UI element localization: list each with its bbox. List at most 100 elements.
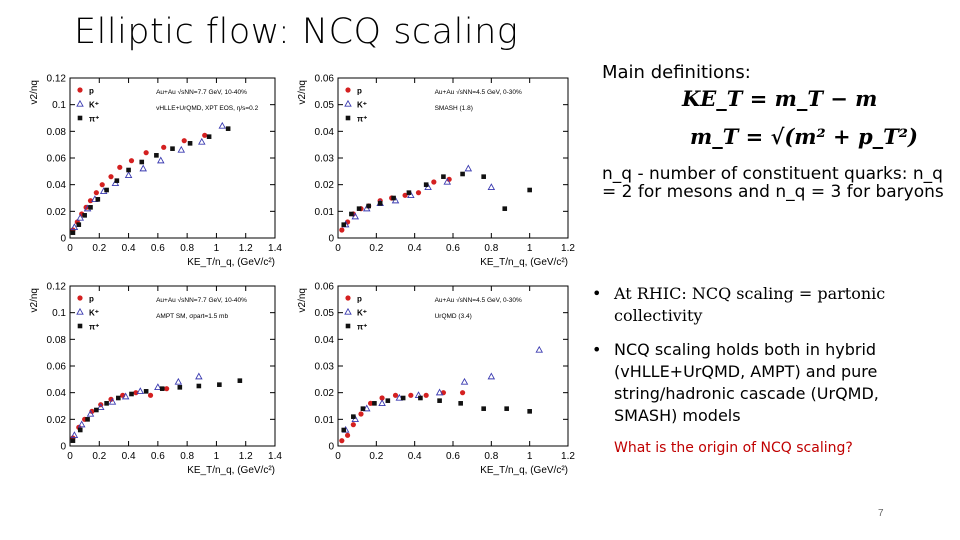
x-tick-label: 0.4 (408, 451, 422, 462)
legend-label: p (357, 295, 362, 304)
data-point-pi (225, 126, 231, 131)
data-point-K (96, 403, 105, 410)
data-point-pi (129, 391, 134, 397)
data-point-pi (356, 206, 362, 211)
data-point-pi (366, 203, 371, 209)
data-point-pi (206, 134, 212, 139)
x-axis-label: KE_T/n_q, (GeV/c²) (480, 257, 568, 268)
data-point-pi (527, 409, 532, 414)
data-point-pi (341, 222, 347, 227)
data-point-pi (237, 378, 243, 383)
legend-marker (345, 87, 351, 93)
data-point-pi (76, 222, 82, 227)
x-tick-label: 0.6 (151, 451, 165, 462)
x-tick-label: 1 (214, 243, 220, 254)
chart-panel-3: 0 0.2 0.4 0.6 0.8 1 1.2 1.4 0 0.02 0.04 0.06 0.08 0.1… (28, 280, 283, 480)
chart-ampt: 0 0.2 0.4 0.6 0.8 1 1.2 1.4 0 0.02 0.04 0.06 0.08 0.1… (29, 282, 282, 477)
x-tick-label: 0.8 (484, 451, 498, 462)
y-tick-label: 0.01 (315, 415, 335, 426)
x-tick-label: 0.8 (484, 243, 498, 254)
x-tick-label: 0.4 (122, 243, 136, 254)
legend-label: p (89, 295, 94, 304)
y-tick-label: 0.03 (315, 154, 335, 165)
data-point-K (124, 171, 133, 178)
bullet-marker: • (592, 284, 602, 303)
x-tick-label: 0.6 (151, 243, 165, 254)
legend-label: π⁺ (357, 323, 367, 332)
y-tick-label: 0.1 (52, 308, 66, 319)
y-tick-label: 0.05 (315, 100, 335, 111)
data-point-pi (377, 201, 383, 206)
x-tick-label: 1 (527, 451, 533, 462)
data-point-p (379, 395, 385, 401)
data-point-pi (116, 395, 121, 401)
y-tick-label: 0.06 (315, 74, 335, 85)
data-point-pi (77, 427, 83, 433)
data-point-K (77, 420, 86, 428)
data-point-pi (406, 190, 412, 195)
y-tick-label: 0.08 (47, 127, 67, 138)
data-point-pi (94, 407, 99, 413)
legend-marker (76, 307, 84, 315)
data-point-K (108, 397, 117, 405)
data-point-p (431, 179, 437, 185)
data-point-pi (504, 406, 509, 411)
data-point-pi (502, 206, 508, 211)
equation-mt: m_T = √(m² + p_T²) (690, 124, 918, 149)
x-tick-label: 0.4 (408, 243, 422, 254)
chart-smash: 0 0.2 0.4 0.6 0.8 1 1.2 0 0.01 0.02 0.03 0.04 0.05 0.… (297, 74, 575, 269)
data-point-K (70, 431, 79, 438)
y-tick-label: 0 (60, 234, 66, 245)
x-tick-label: 0.2 (369, 451, 383, 462)
chart-annotation: Au+Au √sNN=4.5 GeV, 0-30% (435, 88, 522, 96)
plot-frame (337, 77, 569, 239)
data-point-pi (400, 395, 406, 401)
y-tick-label: 0.06 (315, 282, 335, 293)
data-point-pi (481, 174, 486, 179)
chart-annotation: SMASH (1.8) (435, 105, 473, 112)
x-tick-label: 0.2 (92, 243, 106, 254)
y-tick-label: 0.06 (47, 362, 67, 373)
data-point-pi (95, 197, 101, 202)
data-point-K (435, 388, 444, 396)
data-point-pi (159, 386, 165, 391)
x-tick-label: 0.2 (92, 451, 106, 462)
x-axis-label: KE_T/n_q, (GeV/c²) (187, 465, 275, 476)
x-tick-label: 0 (67, 451, 73, 462)
legend-label: K⁺ (357, 309, 367, 318)
question-text: What is the origin of NCQ scaling? (614, 440, 853, 456)
data-point-p (339, 227, 345, 233)
x-axis-label: KE_T/n_q, (GeV/c²) (187, 257, 275, 268)
x-tick-label: 0.6 (446, 243, 460, 254)
data-point-pi (70, 438, 76, 443)
x-tick-label: 1 (214, 451, 220, 462)
data-point-K (86, 409, 95, 417)
data-point-p (408, 392, 414, 398)
x-tick-label: 1 (527, 243, 533, 254)
y-tick-label: 0.1 (52, 100, 66, 111)
legend-label: p (89, 87, 94, 96)
legend-marker (345, 295, 351, 301)
x-axis-label: KE_T/n_q, (GeV/c²) (480, 465, 568, 476)
data-point-pi (126, 167, 131, 173)
data-point-K (535, 345, 544, 353)
data-point-K (177, 145, 186, 153)
bullet-models: • NCQ scaling holds both in hybrid (vHLL… (592, 339, 922, 427)
chart-panel-4: 0 0.2 0.4 0.6 0.8 1 1.2 0 0.01 0.02 0.03 0.04 0.05 0.… (296, 280, 576, 480)
y-tick-label: 0.05 (315, 308, 335, 319)
y-tick-label: 0.08 (47, 335, 67, 346)
data-point-pi (460, 171, 465, 177)
data-point-p (128, 158, 135, 164)
y-tick-label: 0.03 (315, 362, 335, 373)
data-point-p (202, 132, 208, 138)
chart-panel-1: 0 0.2 0.4 0.6 0.8 1 1.2 1.4 0 0.02 0.04 0.06 0.08 0.1… (28, 72, 283, 272)
data-point-pi (70, 230, 76, 235)
y-tick-label: 0.12 (47, 282, 67, 293)
x-tick-label: 1.2 (561, 451, 575, 462)
data-point-p (339, 438, 345, 444)
data-point-pi (458, 401, 463, 406)
chart-annotation: Au+Au √sNN=4.5 GeV, 0-30% (435, 296, 522, 304)
data-point-K (121, 392, 130, 400)
data-point-pi (187, 141, 193, 146)
y-tick-label: 0.02 (47, 207, 67, 218)
